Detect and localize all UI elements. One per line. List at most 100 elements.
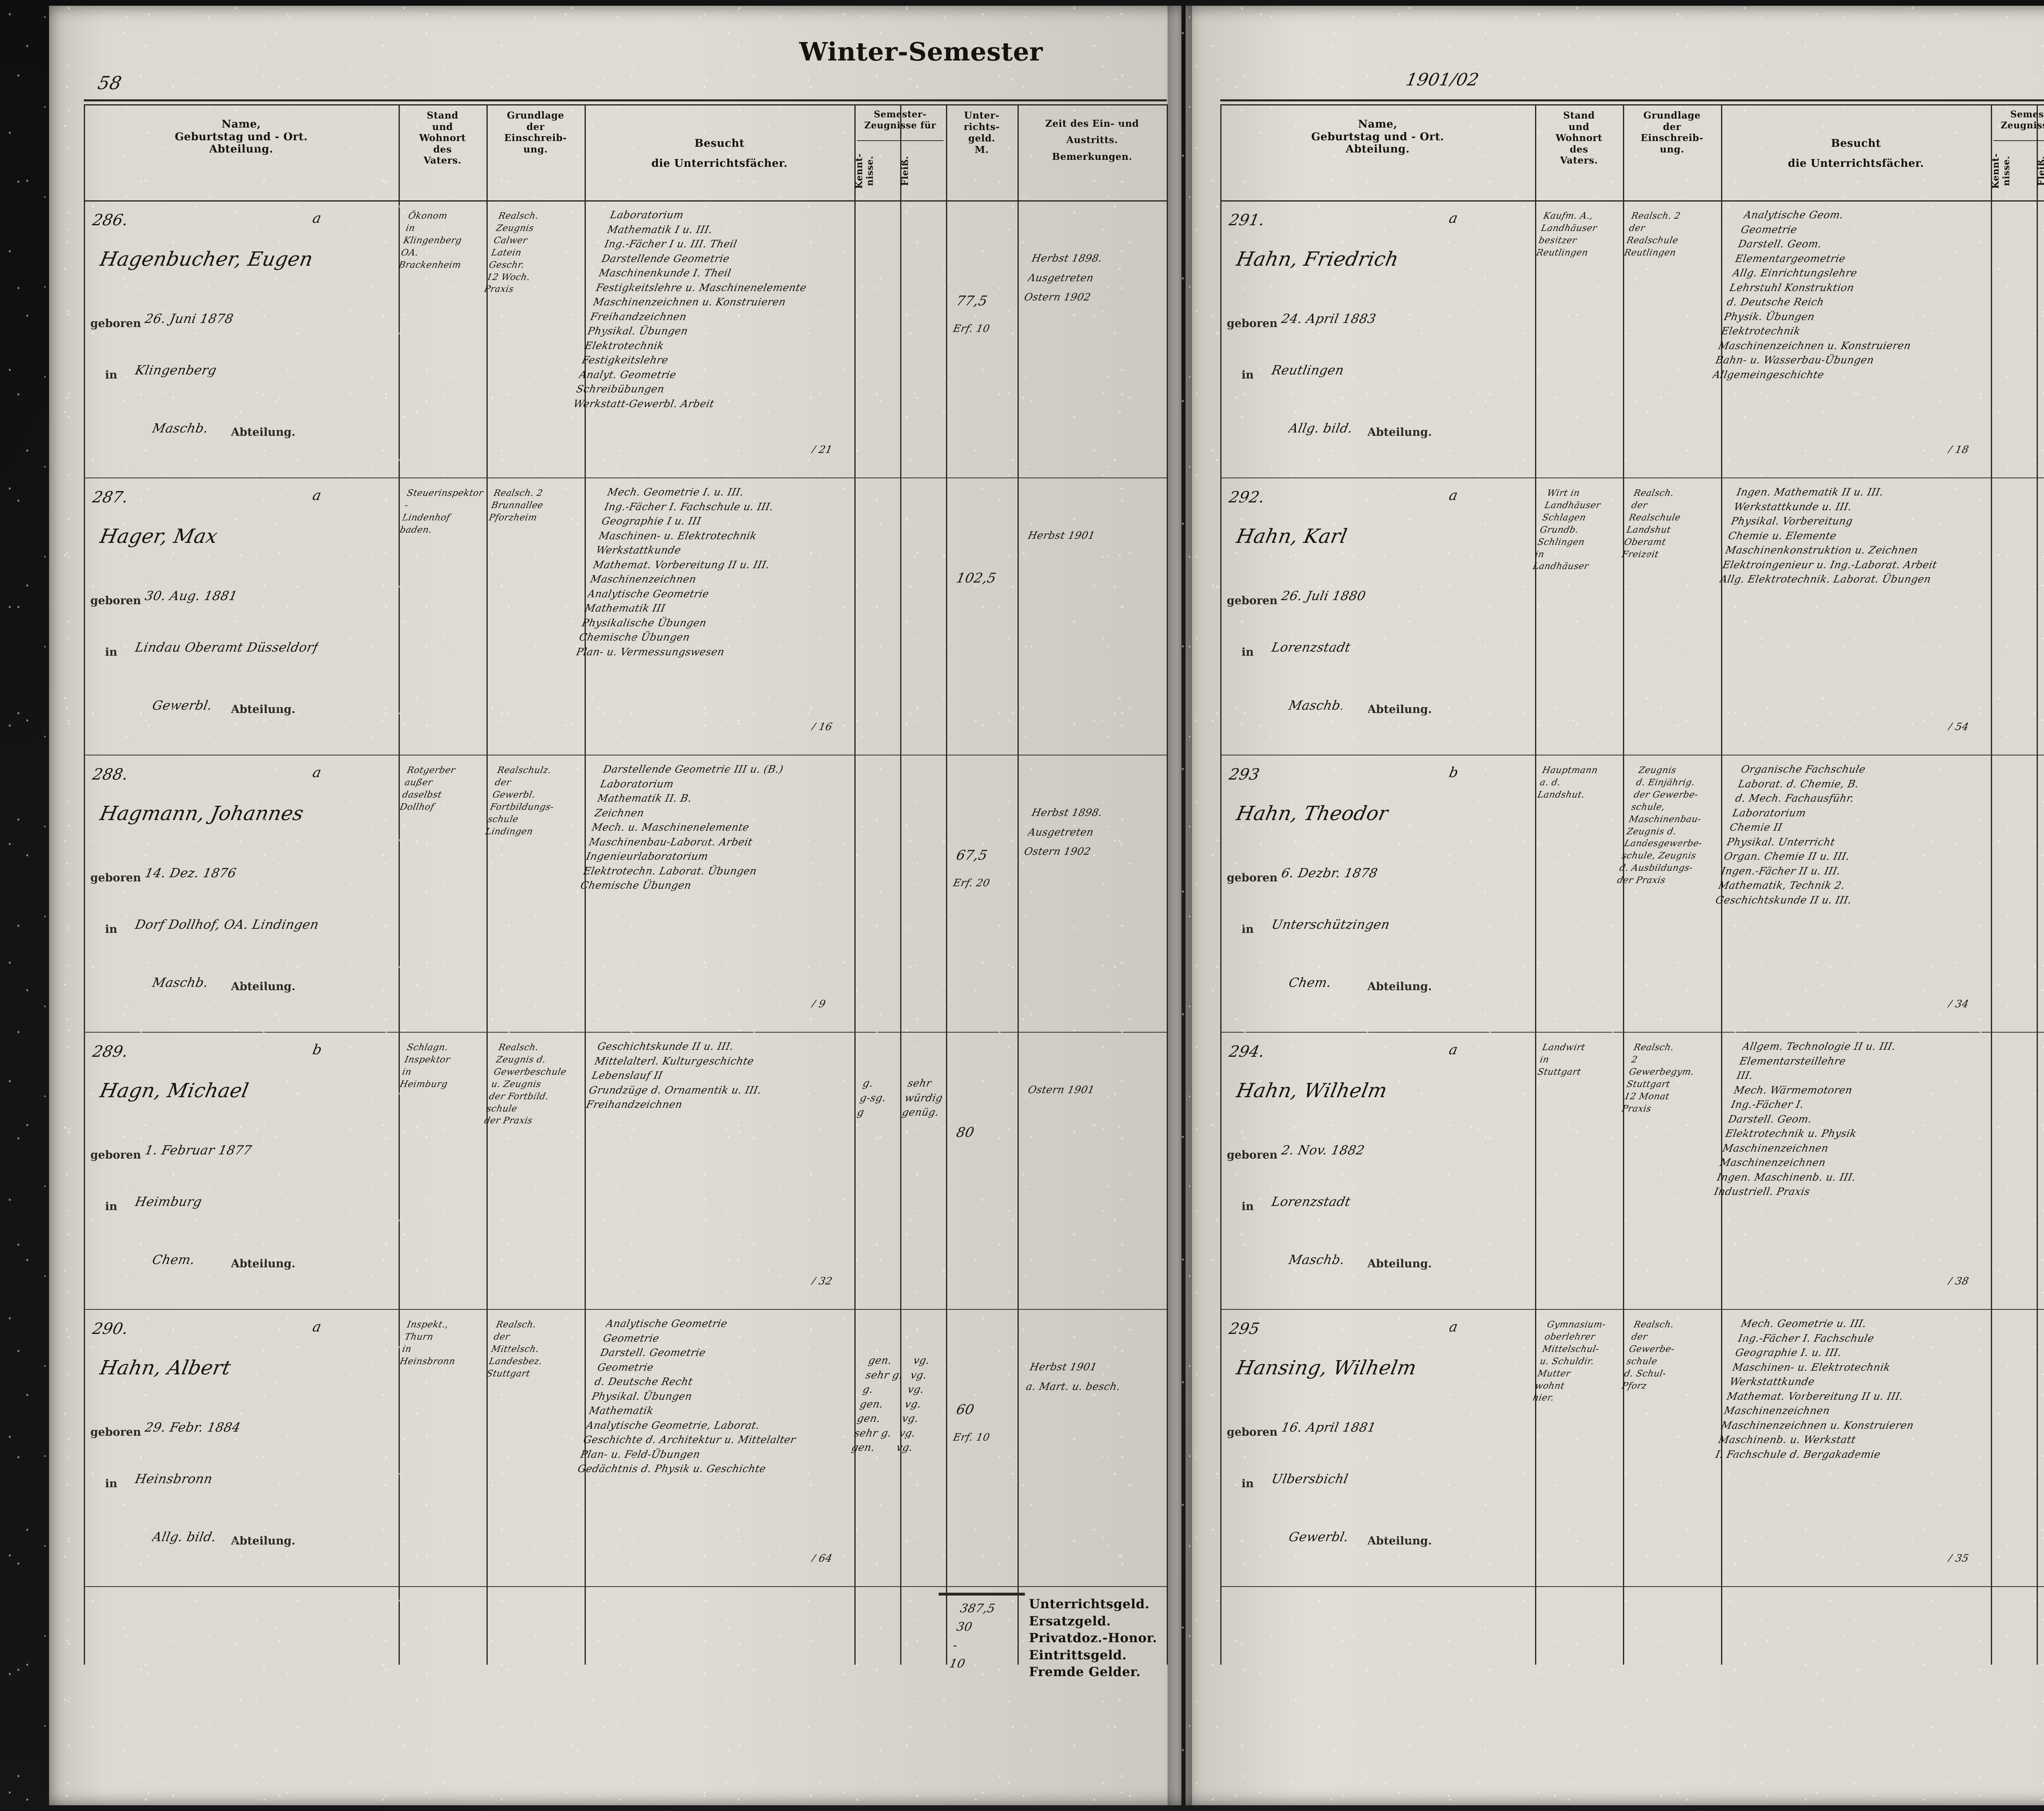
division-label: Abteilung. — [231, 426, 296, 439]
subject-count: / 64 — [811, 1552, 834, 1564]
division-letter: a — [1448, 487, 1459, 504]
student-name: Hahn, Karl — [1234, 525, 1349, 548]
born-label: geboren — [1227, 317, 1278, 330]
father-occupation: Inspekt., Thurn in Heinsbronn — [399, 1320, 456, 1367]
totals-underline — [939, 1593, 1025, 1596]
entry-number: 295 — [1227, 1320, 1262, 1338]
subject-count: / 21 — [811, 444, 834, 455]
birth-place: Ulbersbichl — [1270, 1472, 1349, 1486]
column-header-name: Name, Geburtstag und - Ort. Abteilung. — [1311, 118, 1444, 156]
birth-date: 26. Juni 1878 — [143, 312, 235, 326]
division-name: Gewerbl. — [1287, 1530, 1350, 1544]
column-header-besucht: Besucht die Unterrichtsfächer. — [1788, 137, 1924, 170]
subject-count: / 35 — [1947, 1552, 1970, 1564]
birth-date: 16. April 1881 — [1280, 1420, 1377, 1435]
born-label: geboren — [1227, 1426, 1278, 1439]
division-label: Abteilung. — [231, 980, 296, 993]
column-divider — [486, 104, 488, 1665]
place-label: in — [105, 646, 117, 659]
right-page-table: Name, Geburtstag und - Ort. Abteilung. Stan… — [1220, 0, 2044, 1681]
column-divider — [1018, 104, 1019, 1665]
birth-place: Lorenzstadt — [1270, 1195, 1352, 1209]
division-letter: a — [1448, 210, 1459, 226]
born-label: geboren — [90, 317, 141, 330]
place-label: in — [1242, 1200, 1254, 1213]
student-name: Hahn, Theodor — [1234, 802, 1391, 825]
kenntnisse-marks: g. g-sg. g — [856, 1077, 888, 1118]
born-label: geboren — [90, 1426, 141, 1439]
birth-place: Reutlingen — [1270, 363, 1345, 378]
subjects-list: Mech. Geometrie u. III. Ing.-Fächer I. Fa… — [1715, 1318, 1915, 1460]
column-header-kenntnisse: Kennt-nisse. — [1990, 153, 2012, 189]
born-label: geboren — [1227, 594, 1278, 607]
division-letter: a — [311, 487, 323, 504]
birth-date: 24. April 1883 — [1280, 312, 1377, 326]
row-divider — [1220, 1032, 2044, 1033]
column-header-father: Stand und Wohnort des Vaters. — [419, 110, 466, 166]
place-label: in — [1242, 369, 1254, 381]
registration-basis: Realschulz. der Gewerbl. Fortbildungs-schul… — [484, 765, 555, 837]
entry-number: 287. — [91, 488, 130, 506]
subject-count: / 38 — [1947, 1275, 1970, 1287]
column-header-zeugnisse: Semester-Zeugnisse für — [2001, 109, 2044, 131]
entry-exit-remarks: Ostern 1901 — [1027, 1084, 1096, 1096]
division-name: Maschb. — [1287, 698, 1346, 713]
registration-basis: Realsch. 2 Gewerbegym. Stuttgart 12 Monat Pra… — [1621, 1042, 1695, 1114]
zeugnisse-subrule — [857, 140, 944, 141]
tuition-amount: 77,5 — [955, 293, 989, 309]
student-name: Hagenbucher, Eugen — [98, 248, 315, 271]
header-bottom-rule — [84, 200, 1167, 202]
entry-number: 290. — [91, 1320, 130, 1338]
registration-basis: Realsch. der Realschule Landshut Oberamt Frei… — [1621, 488, 1682, 560]
birth-place: Lorenzstadt — [1270, 640, 1352, 655]
book-gutter — [1168, 6, 1192, 1805]
row-divider — [84, 1032, 1167, 1033]
division-letter: a — [311, 1319, 323, 1335]
registration-basis: Zeugnis d. Einjährig. der Gewerbe-schule, M… — [1616, 765, 1703, 886]
tuition-amount: 102,5 — [955, 570, 998, 586]
entry-number: 294. — [1227, 1042, 1266, 1060]
place-label: in — [1242, 1477, 1254, 1490]
division-label: Abteilung. — [231, 703, 296, 716]
header-rule — [84, 104, 1167, 105]
division-letter: a — [1448, 1319, 1459, 1335]
tuition-extra: Erf. 10 — [952, 1431, 991, 1443]
tuition-amount: 67,5 — [955, 847, 989, 863]
subjects-list: Analytische Geometrie Geometrie Darstell. … — [576, 1318, 797, 1475]
entry-number: 292. — [1227, 488, 1266, 506]
row-divider — [1220, 477, 2044, 478]
birth-place: Heinsbronn — [134, 1472, 214, 1486]
birth-place: Dorf Dollhof, OA. Lindingen — [134, 917, 320, 932]
row-divider — [84, 1309, 1167, 1310]
place-label: in — [105, 923, 117, 936]
column-header-grundlage: Grundlage der Einschreib-ung. — [504, 110, 567, 155]
entry-exit-remarks: Herbst 1901 — [1027, 529, 1096, 541]
birth-date: 30. Aug. 1881 — [143, 589, 239, 603]
birth-date: 26. Juli 1880 — [1280, 589, 1367, 603]
subject-count: / 9 — [811, 998, 827, 1010]
tuition-amount: 60 — [955, 1401, 976, 1417]
column-divider — [2037, 104, 2038, 1665]
fleiss-marks: sehr würdig genüg. — [901, 1077, 944, 1118]
column-header-zeit: Zeit des Ein- und Austritts. Bemerkungen. — [1045, 118, 1139, 162]
entry-number: 286. — [91, 211, 130, 229]
column-divider — [1167, 104, 1168, 1665]
student-name: Hager, Max — [98, 525, 220, 548]
column-header-fleiss: Fleiß. — [2036, 156, 2044, 186]
father-occupation: Schlagn. Inspektor in Heimburg — [399, 1042, 451, 1089]
division-label: Abteilung. — [1367, 1257, 1432, 1270]
registration-basis: Realsch. Zeugnis Calwer Latein Geschr. 12 Woc… — [483, 211, 540, 295]
division-name: Maschb. — [151, 421, 210, 436]
birth-date: 14. Dez. 1876 — [143, 866, 238, 881]
father-occupation: Ökonom in Klingenberg OA. Brackenheim — [398, 211, 463, 270]
place-label: in — [105, 369, 117, 381]
zeugnisse-subrule — [1993, 140, 2044, 141]
row-divider — [84, 1586, 1167, 1587]
birth-date: 6. Dezbr. 1878 — [1280, 866, 1379, 881]
entry-number: 289. — [91, 1042, 130, 1060]
father-occupation: Wirt in Landhäuser Schlagen Grundb. Schlinge… — [1532, 488, 1602, 572]
division-letter: b — [311, 1042, 324, 1058]
division-letter: a — [311, 210, 323, 226]
column-header-zeugnisse: Semester-Zeugnisse für — [864, 109, 936, 131]
tuition-extra: Erf. 20 — [952, 877, 991, 889]
